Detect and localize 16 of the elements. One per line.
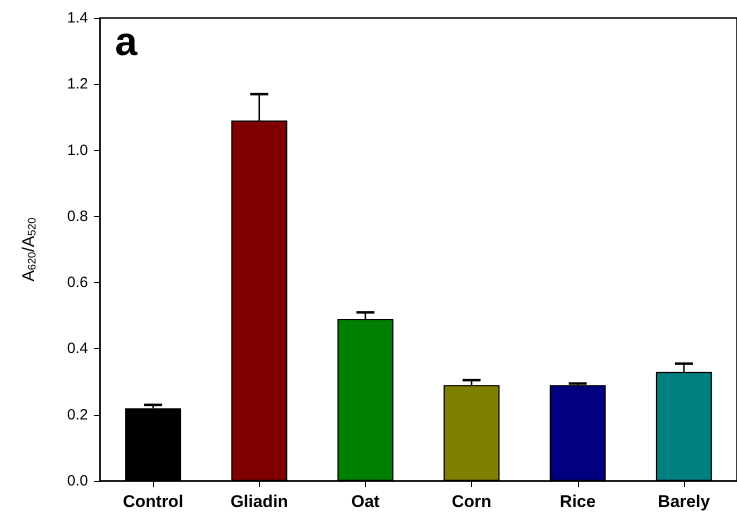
- y-tick-label: 1.0: [67, 142, 88, 159]
- y-axis-title: A620/A520: [19, 217, 38, 282]
- x-tick-label: Gliadin: [230, 492, 288, 511]
- y-tick-label: 0.8: [67, 208, 88, 225]
- y-tick-label: 1.4: [67, 10, 88, 26]
- x-tick-label: Control: [122, 492, 184, 511]
- x-tick-label: Barely: [658, 492, 710, 511]
- y-tick-label: 0.2: [67, 406, 88, 424]
- y-tick-label: 0.4: [67, 340, 88, 358]
- y-tick-label: 1.2: [67, 76, 88, 93]
- annotation: a: [115, 20, 138, 64]
- x-tick-label: Rice: [560, 492, 596, 511]
- x-tick-label: Corn: [452, 492, 492, 511]
- y-tick-label: 0.6: [67, 274, 88, 292]
- x-tick-label: Oat: [351, 492, 380, 511]
- y-tick-label: 0.0: [67, 472, 88, 490]
